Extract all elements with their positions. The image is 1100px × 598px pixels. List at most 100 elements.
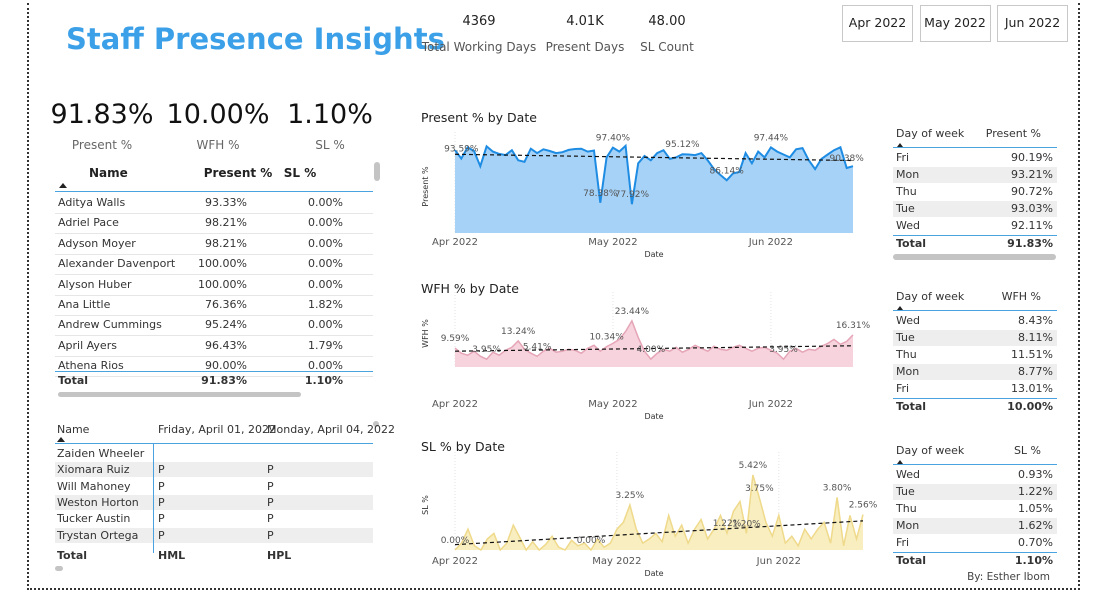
total-rule: [55, 371, 373, 372]
x-axis-label: Date: [644, 412, 663, 421]
cell: Mon: [896, 519, 920, 532]
y-axis-label: SL %: [421, 495, 430, 515]
cell: April Ayers: [58, 338, 117, 352]
month-slicer[interactable]: May 2022: [919, 5, 991, 42]
cell: Thu: [896, 348, 917, 361]
scrollbar[interactable]: [55, 566, 63, 571]
dashboard-title: Staff Presence Insights: [66, 22, 445, 56]
row-shade: [893, 484, 1057, 500]
scrollbar[interactable]: [58, 392, 301, 397]
x-tick-label: May 2022: [588, 237, 637, 248]
cell: 0.00%: [308, 277, 343, 291]
x-tick-label: May 2022: [588, 399, 637, 410]
row-rule: [55, 335, 373, 337]
card-value: 91.83%: [50, 99, 154, 130]
total-cell: 10.00%: [1007, 400, 1053, 413]
x-tick-label: Jun 2022: [748, 237, 793, 248]
cell: Thu: [896, 185, 917, 198]
data-label: 86.14%: [709, 166, 744, 176]
data-label: 3.75%: [745, 484, 774, 494]
data-label: 3.95%: [472, 345, 501, 355]
data-label: 1.20%: [732, 519, 761, 529]
data-label: 78.38%: [583, 189, 618, 199]
header-rule: [893, 147, 1057, 148]
line: [454, 143, 854, 205]
cell: Aditya Walls: [58, 196, 126, 209]
row-rule: [55, 294, 373, 296]
x-tick-label: Jun 2022: [748, 399, 793, 410]
page-frame: [27, 3, 1080, 590]
cell: 0.00%: [308, 318, 343, 332]
cell: Trystan Ortega: [57, 528, 139, 542]
cell: 1.05%: [1018, 502, 1053, 515]
cell: 90.72%: [1011, 185, 1053, 198]
cell: Mon: [896, 365, 920, 378]
cell: 96.43%: [205, 338, 247, 352]
cell: Weston Horton: [57, 495, 139, 509]
row-rule: [55, 253, 373, 255]
cell: P: [267, 479, 274, 493]
cell: Fri: [896, 536, 910, 549]
cell: 100.00%: [198, 277, 247, 291]
area-fill: [455, 320, 853, 367]
cell: Xiomara Ruiz: [57, 463, 130, 477]
cell: Ana Little: [58, 298, 111, 311]
cell: Mon: [896, 168, 920, 181]
column-header: Day of week: [896, 290, 965, 303]
cell: 1.62%: [1018, 519, 1053, 532]
scrollbar[interactable]: [373, 421, 379, 427]
column-header: Present %: [985, 127, 1041, 140]
row-shade: [893, 364, 1057, 380]
area-fill: [455, 475, 863, 550]
cell: P: [158, 479, 165, 493]
row-shade: [893, 518, 1057, 534]
data-label: 3.25%: [616, 491, 645, 501]
scrollbar[interactable]: [374, 162, 380, 181]
month-slicer[interactable]: Apr 2022: [842, 5, 913, 42]
cell: Fri: [896, 151, 910, 164]
column-header: Name: [57, 423, 90, 436]
total-rule: [893, 235, 1057, 236]
card-label: SL %: [315, 138, 345, 152]
column-header: Day of week: [896, 127, 965, 140]
line: [454, 319, 854, 361]
kpi-label: Present Days: [545, 40, 625, 54]
total-cell: Total: [57, 549, 88, 562]
x-tick-label: Apr 2022: [432, 399, 478, 410]
kpi-value: 4.01K: [566, 14, 604, 29]
cell: P: [267, 512, 274, 526]
cell: Wed: [896, 314, 920, 327]
chart-title: Present % by Date: [421, 110, 537, 125]
cell: P: [158, 512, 165, 526]
x-tick-label: May 2022: [592, 556, 641, 567]
trend-line: [454, 345, 854, 352]
data-label: 77.92%: [615, 190, 650, 200]
data-label: 5.42%: [739, 461, 768, 471]
cell: 0.00%: [308, 257, 343, 271]
row-shade: [55, 462, 373, 478]
author-credit: By: Esther Ibom: [967, 571, 1050, 583]
area-fill: [455, 145, 853, 233]
data-label: 0.00%: [441, 536, 470, 546]
scrollbar[interactable]: [893, 254, 1056, 260]
column-header: Monday, April 04, 2022: [267, 423, 396, 436]
row-shade: [893, 201, 1057, 217]
total-rule: [893, 398, 1057, 399]
sort-indicator: [897, 306, 903, 310]
slicer-label: May 2022: [924, 15, 986, 30]
cell: 1.79%: [308, 338, 343, 352]
trend-line: [454, 153, 854, 162]
cell: 13.01%: [1011, 382, 1053, 395]
row-rule: [55, 355, 373, 357]
kpi-value: 48.00: [648, 14, 686, 29]
data-label: 5.41%: [523, 342, 552, 352]
kpi-value: 4369: [462, 14, 496, 29]
row-rule: [55, 233, 373, 235]
month-slicer[interactable]: Jun 2022: [997, 5, 1068, 42]
cell: 11.51%: [1011, 348, 1053, 361]
data-label: 3.80%: [823, 483, 852, 493]
trend-line: [454, 520, 864, 546]
total-rule: [893, 552, 1057, 553]
cell: Zaiden Wheeler: [57, 447, 145, 460]
